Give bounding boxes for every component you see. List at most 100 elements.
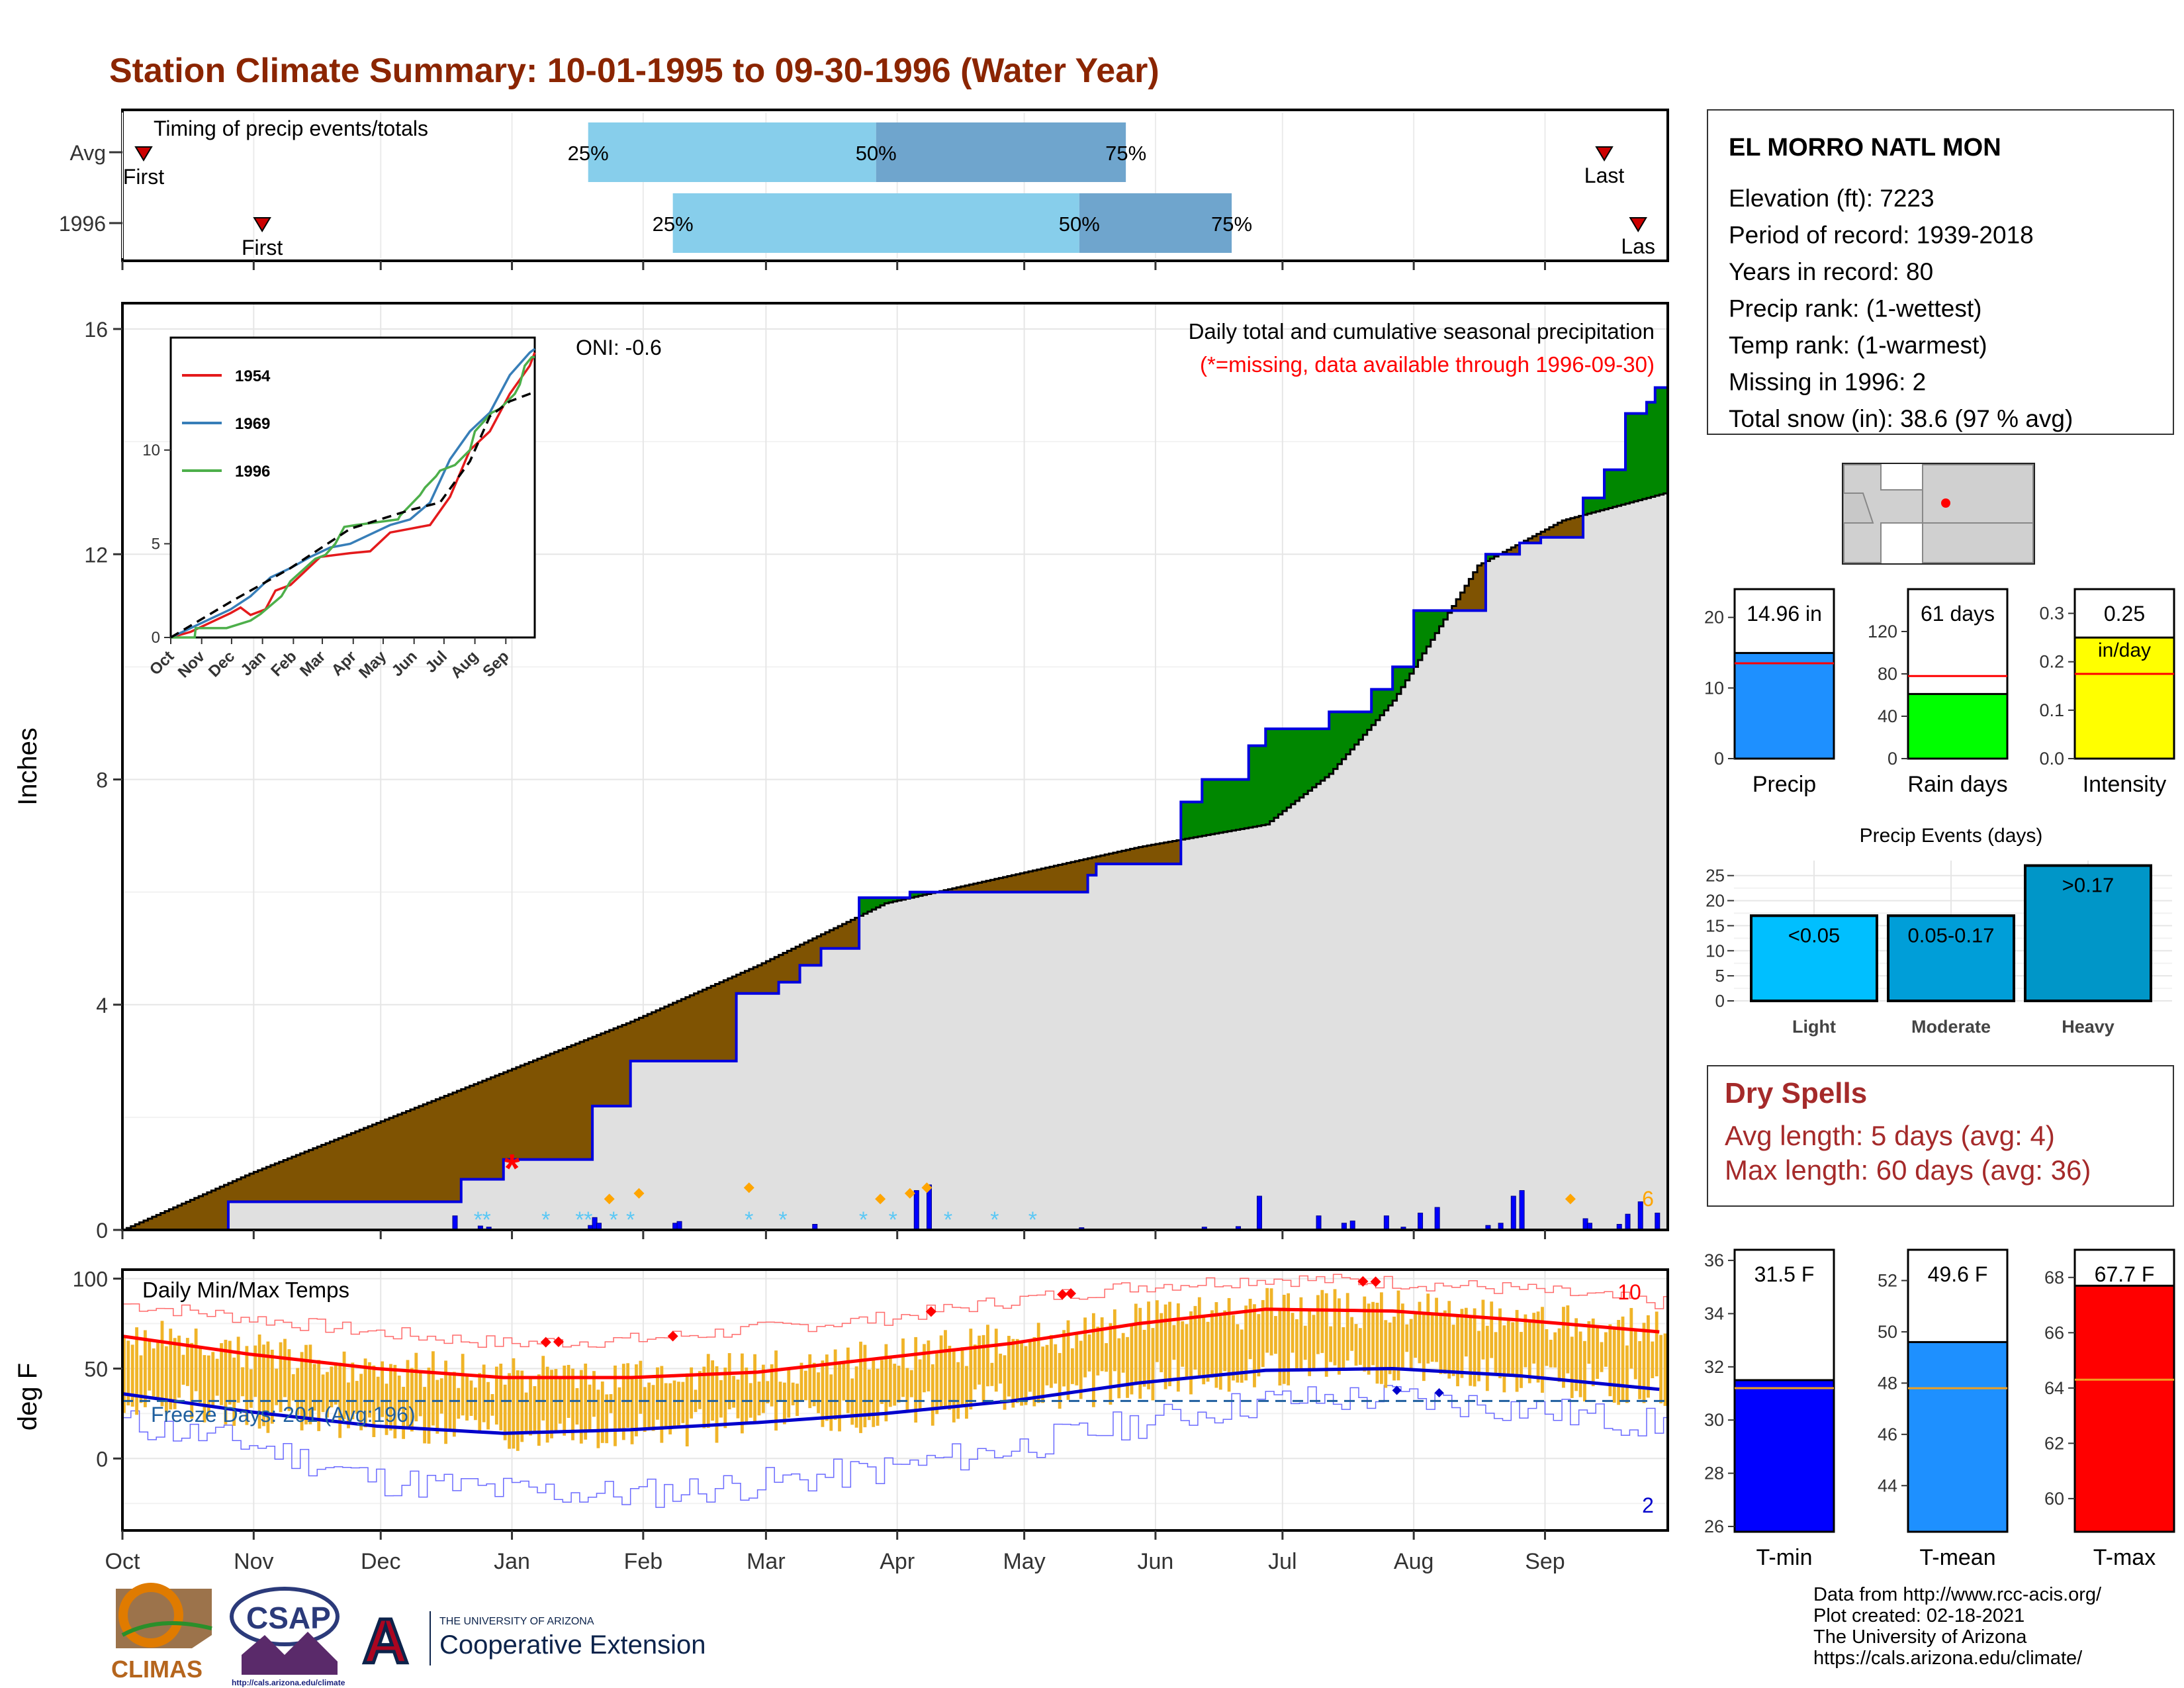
snow-marker: * — [541, 1207, 550, 1233]
record-low-marker — [1392, 1385, 1402, 1395]
daily-temp-bar — [617, 1387, 621, 1430]
daily-temp-bar — [1354, 1324, 1358, 1366]
daily-temp-bar — [808, 1354, 812, 1409]
daily-precip-bar — [1383, 1215, 1389, 1231]
daily-temp-bar — [639, 1360, 643, 1414]
precip-indicator-0-value-label: 14.96 in — [1747, 602, 1822, 626]
precip-y-tick-label: 8 — [96, 769, 108, 792]
daily-temp-bar — [376, 1376, 380, 1410]
daily-temp-bar — [1020, 1342, 1024, 1406]
daily-temp-bar — [884, 1344, 888, 1422]
daily-temp-bar — [1570, 1336, 1574, 1398]
daily-temp-bar — [148, 1339, 152, 1391]
daily-temp-bar — [257, 1335, 261, 1429]
avg-max-temp-line — [122, 1307, 1660, 1380]
daily-temp-bar — [753, 1354, 756, 1423]
dry-spells-avg: Avg length: 5 days (avg: 4) — [1725, 1120, 2055, 1151]
daily-temp-bar — [978, 1335, 981, 1385]
daily-temp-bar — [1324, 1293, 1328, 1377]
daily-temp-bar — [825, 1354, 829, 1421]
daily-temp-bar — [1121, 1333, 1125, 1373]
dry-spells-box: Dry Spells Avg length: 5 days (avg: 4) M… — [1707, 1065, 2174, 1207]
precip-events-bar-label: 0.05-0.17 — [1908, 923, 1995, 947]
daily-temp-bar — [948, 1346, 952, 1410]
daily-temp-bar — [347, 1382, 350, 1429]
daily-temp-bar — [1566, 1305, 1570, 1374]
daily-temp-bar — [1041, 1346, 1045, 1403]
daily-temp-bar — [846, 1347, 850, 1413]
daily-temp-bar — [698, 1371, 702, 1409]
daily-temp-bar — [1460, 1309, 1464, 1378]
daily-temp-bar — [1578, 1331, 1582, 1397]
temp-frame — [121, 1268, 1669, 1532]
daily-temp-bar — [199, 1346, 202, 1403]
daily-temp-bar — [1155, 1300, 1159, 1362]
daily-temp-bar — [935, 1353, 939, 1415]
daily-temp-bar — [279, 1342, 283, 1413]
daily-temp-bar — [312, 1364, 316, 1411]
daily-precip-bar — [1434, 1207, 1440, 1231]
daily-temp-bar — [160, 1321, 164, 1407]
timing-row-label: 1996 — [59, 212, 106, 236]
footer-line: The University of Arizona — [1813, 1626, 2027, 1648]
daily-temp-bar — [1447, 1301, 1451, 1379]
daily-temp-bar — [1138, 1307, 1142, 1399]
daily-temp-bar — [402, 1387, 406, 1439]
avg-min-temp-line — [122, 1366, 1660, 1435]
daily-temp-bar — [1244, 1305, 1248, 1381]
inset-frame — [169, 336, 536, 639]
station-info-line: Period of record: 1939-2018 — [1729, 222, 2034, 249]
daily-precip-bar — [913, 1190, 919, 1231]
ua-small-text: THE UNIVERSITY OF ARIZONA — [439, 1616, 594, 1627]
daily-temp-bar — [1113, 1309, 1116, 1372]
daily-temp-bar — [1295, 1319, 1298, 1369]
daily-temp-bar — [1600, 1342, 1604, 1372]
precip-events-bar — [1750, 914, 1878, 1003]
daily-temp-bar — [439, 1378, 443, 1414]
daily-temp-bar — [1075, 1334, 1079, 1385]
daily-temp-bar — [1553, 1332, 1557, 1368]
daily-temp-bar — [909, 1370, 913, 1397]
daily-temp-bar — [579, 1370, 583, 1444]
timing-bar-25-50 — [672, 193, 1079, 253]
precip-y-tick-label: 4 — [96, 994, 108, 1017]
daily-temp-bar — [914, 1336, 918, 1423]
daily-temp-bar — [893, 1364, 897, 1406]
temp-indicator-2-bar — [2073, 1284, 2175, 1533]
daily-temp-bar — [965, 1366, 968, 1419]
daily-temp-bar — [1087, 1334, 1091, 1372]
snow-event-marker — [875, 1194, 886, 1205]
daily-temp-bar — [291, 1374, 295, 1401]
daily-temp-bar — [1574, 1318, 1578, 1391]
daily-temp-bar — [465, 1374, 469, 1421]
daily-temp-bar — [774, 1350, 778, 1431]
daily-temp-bar — [508, 1373, 511, 1449]
precip-indicators: 0 10 20 14.96 in Precip 0 40 80 120 61 days Rain d… — [1704, 588, 2175, 797]
daily-temp-bar — [1422, 1312, 1426, 1382]
daily-temp-bar — [486, 1382, 490, 1430]
daily-temp-bar — [550, 1370, 553, 1438]
precip-events-bar-label: <0.05 — [1788, 923, 1840, 947]
precip-events-bar — [2024, 864, 2152, 1002]
month-label: Nov — [234, 1549, 273, 1574]
precip-indicator-1-y-tick-label: 40 — [1878, 706, 1897, 726]
precip-indicator-0-y-tick-label: 0 — [1714, 749, 1724, 769]
daily-temp-bar — [1443, 1310, 1447, 1374]
timing-row-label: Avg — [69, 141, 106, 165]
daily-temp-bar — [1202, 1315, 1206, 1385]
daily-temp-bar — [1527, 1321, 1531, 1383]
station-info-box: EL MORRO NATL MON Elevation (ft): 7223 Pe… — [1707, 109, 2174, 435]
daily-temp-bar — [1232, 1315, 1235, 1381]
temp-indicator-0-y-tick-label: 34 — [1704, 1303, 1724, 1323]
temp-indicators: 26 28 30 32 34 36 31.5 F T-min 44 46 48 50 52 49.6 F T… — [1704, 1248, 2175, 1570]
daily-temp-bar — [981, 1335, 985, 1405]
daily-temp-bar — [533, 1385, 537, 1431]
daily-temp-bar — [1524, 1314, 1527, 1368]
daily-temp-bar — [1126, 1336, 1129, 1398]
daily-temp-bar — [363, 1358, 367, 1428]
daily-temp-bar — [275, 1368, 279, 1405]
temp-chart-title: Daily Min/Max Temps — [142, 1278, 349, 1302]
daily-temp-bar — [1176, 1303, 1180, 1392]
